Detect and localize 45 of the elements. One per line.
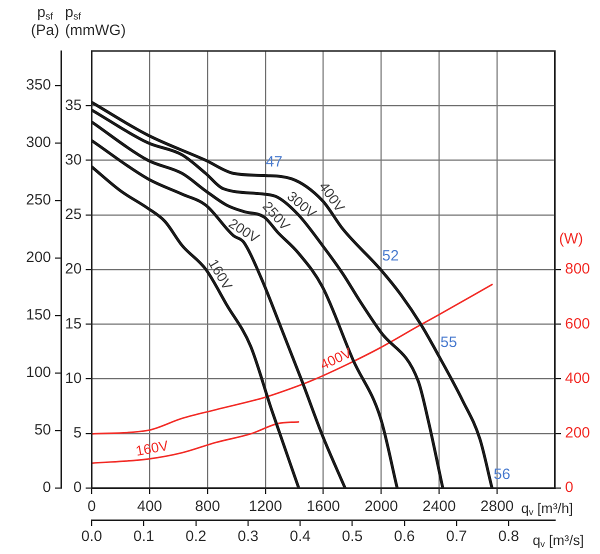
x2-tick-label: 0.5	[342, 528, 363, 546]
y3-tick-label: 600	[564, 315, 590, 332]
annotation: 52	[382, 248, 399, 265]
x2-tick-label: 0.4	[290, 528, 311, 546]
y3-tick-label: 400	[564, 370, 590, 387]
text: 200V	[226, 214, 263, 246]
y3-axis-title: (W)	[558, 230, 584, 248]
x2-tick-label: 0.8	[498, 528, 520, 546]
x2-tick-label: 0.2	[186, 528, 206, 546]
y-tick-label: 250	[26, 192, 52, 209]
x2-tick-label: 0.7	[446, 528, 467, 546]
y3-tick-label: 0	[564, 479, 574, 496]
text: 400V	[317, 344, 354, 373]
y2-tick-label: 20	[65, 260, 82, 278]
x-tick-label: 1200	[248, 498, 282, 516]
x-tick-label: 2400	[422, 498, 456, 516]
x-tick-label: 400	[137, 498, 162, 516]
x2-tick-label: 0.6	[394, 528, 415, 546]
x-tick-label: 0	[88, 498, 96, 516]
y3-tick-label: 800	[564, 260, 590, 278]
line-series	[92, 421, 300, 464]
x-tick-label: 2000	[364, 498, 398, 516]
y-tick-label: 50	[34, 422, 52, 439]
y2-tick-label: 10	[65, 370, 82, 387]
y3-tick-label: 200	[564, 424, 590, 442]
y-tick-label: 0	[42, 479, 52, 496]
text: 160V	[134, 437, 170, 459]
y-tick-label: 200	[26, 249, 52, 266]
y2-tick-label: 0	[73, 479, 82, 496]
annotation: 55	[440, 334, 458, 351]
y-tick-label: 300	[26, 134, 52, 152]
x2-tick-label: 0.1	[133, 528, 154, 546]
x-tick-label: 1600	[306, 498, 340, 516]
x2-tick-label: 0.0	[81, 528, 102, 546]
x2-tick-label: 0.3	[238, 528, 258, 546]
x-tick-label: 2800	[480, 498, 514, 516]
y-tick-label: 100	[26, 364, 52, 382]
y2-tick-label: 15	[65, 315, 82, 332]
y2-tick-label: 25	[65, 206, 82, 224]
y-tick-label: 350	[26, 76, 52, 94]
x-tick-label: 800	[195, 498, 220, 516]
y2-tick-label: 30	[65, 151, 82, 168]
y2-tick-label: 35	[65, 96, 82, 114]
y2-tick-label: 5	[73, 424, 82, 442]
y-tick-label: 150	[26, 306, 52, 324]
